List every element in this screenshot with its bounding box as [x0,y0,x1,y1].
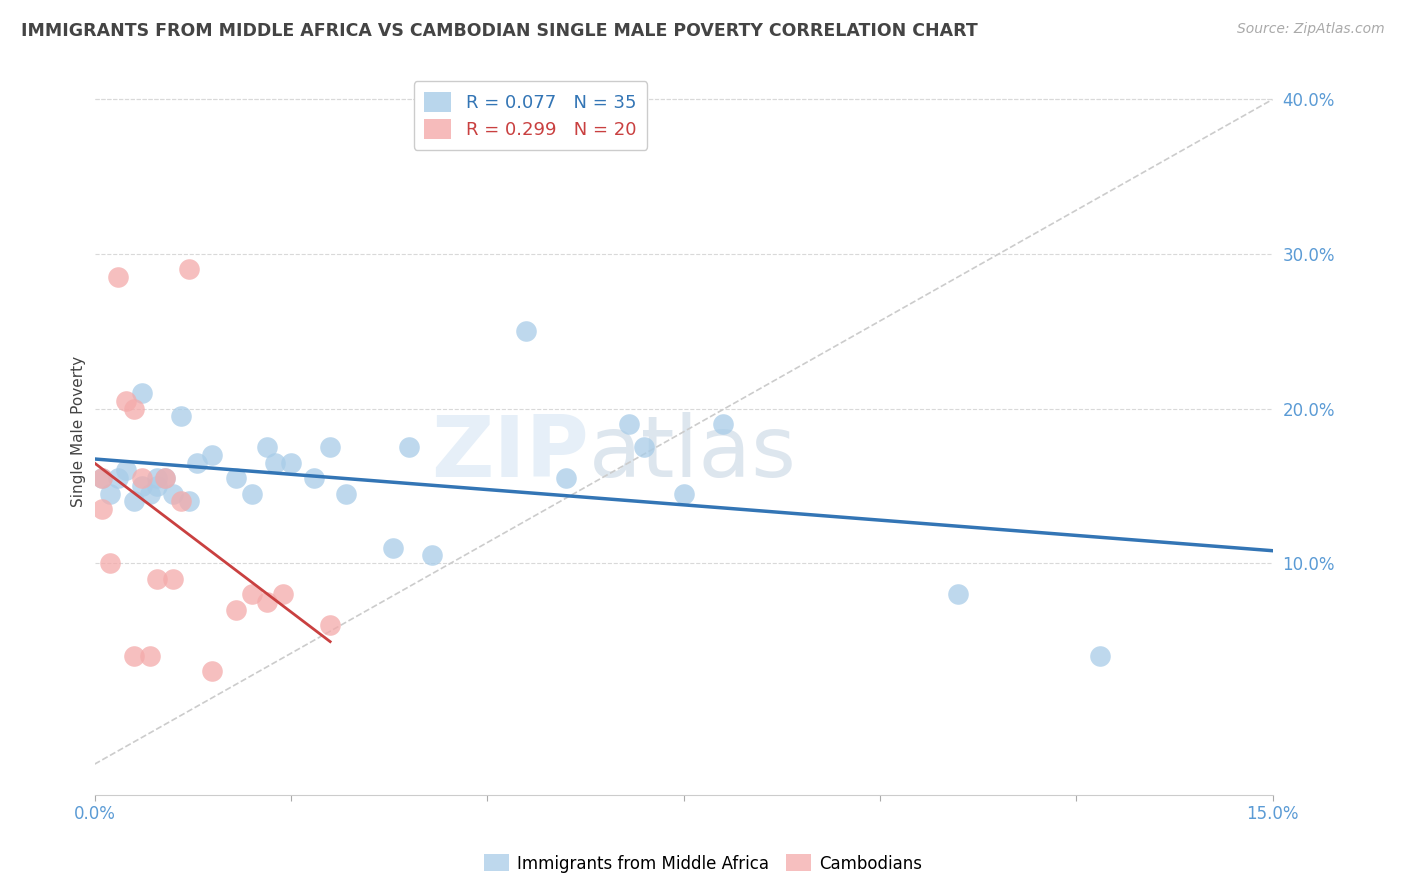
Point [162,486,184,500]
Point [131,471,153,485]
Point [672,486,695,500]
Point [107,270,129,285]
Point [138,486,160,500]
Point [177,262,200,277]
Point [122,494,145,508]
Point [280,456,302,470]
Point [240,587,263,601]
Point [420,549,443,563]
Point [91,502,114,516]
Point [1088,648,1111,663]
Point [382,541,405,555]
Point [146,471,169,485]
Y-axis label: Single Male Poverty: Single Male Poverty [72,356,86,508]
Point [177,494,200,508]
Point [98,556,121,570]
Point [146,479,169,493]
Point [122,401,145,416]
Point [186,456,208,470]
Legend: R = 0.077   N = 35, R = 0.299   N = 20: R = 0.077 N = 35, R = 0.299 N = 20 [413,81,647,150]
Point [617,417,640,431]
Point [264,456,287,470]
Point [515,324,537,338]
Point [91,471,114,485]
Point [138,648,160,663]
Point [155,471,177,485]
Point [131,386,153,401]
Point [115,463,138,477]
Point [256,440,278,454]
Text: Source: ZipAtlas.com: Source: ZipAtlas.com [1237,22,1385,37]
Text: IMMIGRANTS FROM MIDDLE AFRICA VS CAMBODIAN SINGLE MALE POVERTY CORRELATION CHART: IMMIGRANTS FROM MIDDLE AFRICA VS CAMBODI… [21,22,977,40]
Point [271,587,294,601]
Point [201,665,224,679]
Point [162,572,184,586]
Point [91,471,114,485]
Point [170,409,193,424]
Point [225,602,247,616]
Point [711,417,734,431]
Point [122,648,145,663]
Point [225,471,247,485]
Point [115,393,138,408]
Point [201,448,224,462]
Legend: Immigrants from Middle Africa, Cambodians: Immigrants from Middle Africa, Cambodian… [477,847,929,880]
Point [256,595,278,609]
Point [107,471,129,485]
Point [319,618,342,632]
Point [98,486,121,500]
Point [155,471,177,485]
Point [170,494,193,508]
Text: ZIP: ZIP [432,412,589,495]
Point [240,486,263,500]
Point [554,471,576,485]
Point [948,587,970,601]
Point [335,486,357,500]
Point [633,440,655,454]
Point [146,572,169,586]
Point [304,471,326,485]
Point [319,440,342,454]
Point [131,479,153,493]
Point [398,440,420,454]
Text: atlas: atlas [589,412,797,495]
